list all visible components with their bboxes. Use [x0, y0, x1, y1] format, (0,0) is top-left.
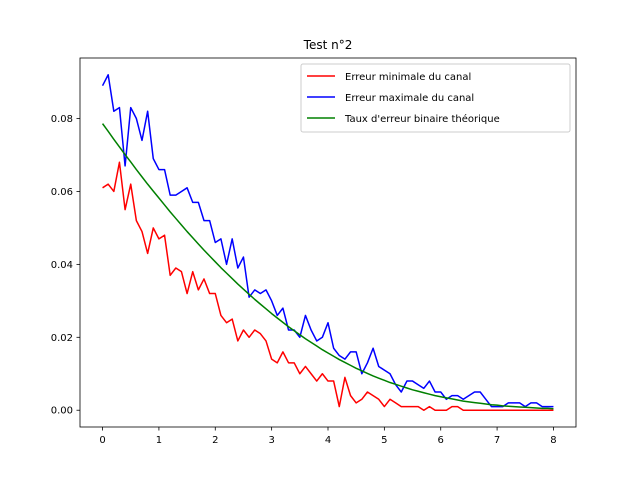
y-tick-label: 0.08 [51, 114, 73, 125]
x-tick-label: 2 [212, 435, 218, 446]
legend-label-1: Erreur minimale du canal [345, 72, 471, 83]
y-tick-label: 0.02 [51, 333, 73, 344]
x-tick-label: 7 [494, 435, 500, 446]
x-tick-label: 0 [99, 435, 105, 446]
x-tick-label: 5 [381, 435, 387, 446]
x-tick-label: 6 [438, 435, 444, 446]
x-tick-label: 4 [325, 435, 331, 446]
x-tick-label: 8 [550, 435, 556, 446]
series-layer [101, 74, 554, 411]
x-tick-label: 1 [156, 435, 162, 446]
axes-layer: 0 1 2 3 4 5 6 7 8 0.00 0.02 0.04 0.06 0.08 [51, 57, 577, 446]
y-tick-label: 0.00 [51, 406, 73, 417]
legend: Erreur minimale du canal Erreur maximale … [300, 63, 571, 133]
chart-title: Test n°2 [303, 38, 353, 52]
y-tick-label: 0.04 [51, 260, 73, 271]
series-line-1 [102, 161, 554, 411]
series-line-2 [101, 74, 554, 408]
y-tick-label: 0.06 [51, 187, 73, 198]
x-tick-label: 3 [268, 435, 274, 446]
legend-label-3: Taux d'erreur binaire théorique [344, 113, 500, 125]
legend-label-2: Erreur maximale du canal [345, 93, 474, 104]
legend-box [300, 63, 571, 133]
series-line-3 [101, 123, 554, 410]
